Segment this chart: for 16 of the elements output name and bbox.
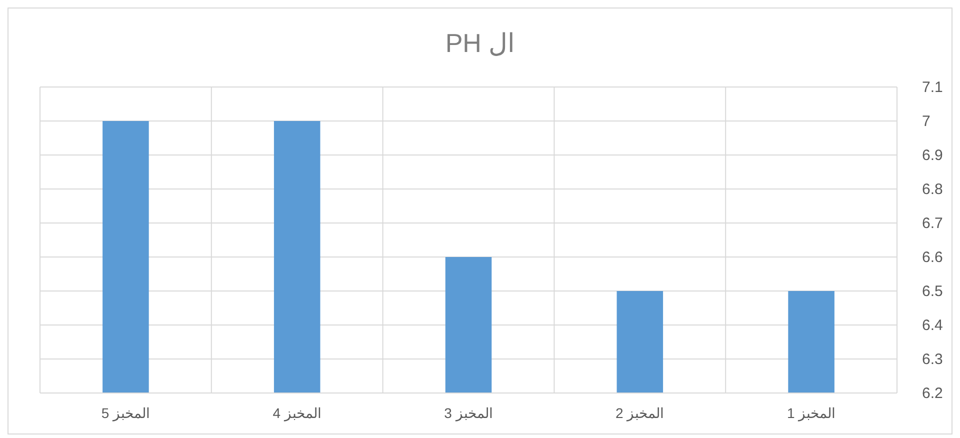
y-tick-label: 6.4: [922, 317, 943, 334]
y-tick-label: 6.6: [922, 249, 943, 266]
y-tick-label: 6.5: [922, 283, 943, 300]
y-tick-label: 7: [922, 113, 930, 130]
x-tick-label: المخبز 2: [616, 405, 664, 422]
y-tick-label: 6.3: [922, 351, 943, 368]
y-tick-label: 6.8: [922, 181, 943, 198]
y-tick-label: 6.9: [922, 147, 943, 164]
x-tick-label: المخبز 4: [272, 405, 322, 422]
y-tick-label: 7.1: [922, 79, 943, 96]
x-tick-label: المخبز 5: [101, 405, 150, 422]
y-tick-label: 6.2: [922, 385, 943, 402]
chart-title: ال PH: [445, 28, 515, 58]
x-tick-label: المخبز 3: [444, 405, 493, 422]
x-tick-label: المخبز 1: [786, 405, 836, 422]
y-tick-label: 6.7: [922, 215, 943, 232]
